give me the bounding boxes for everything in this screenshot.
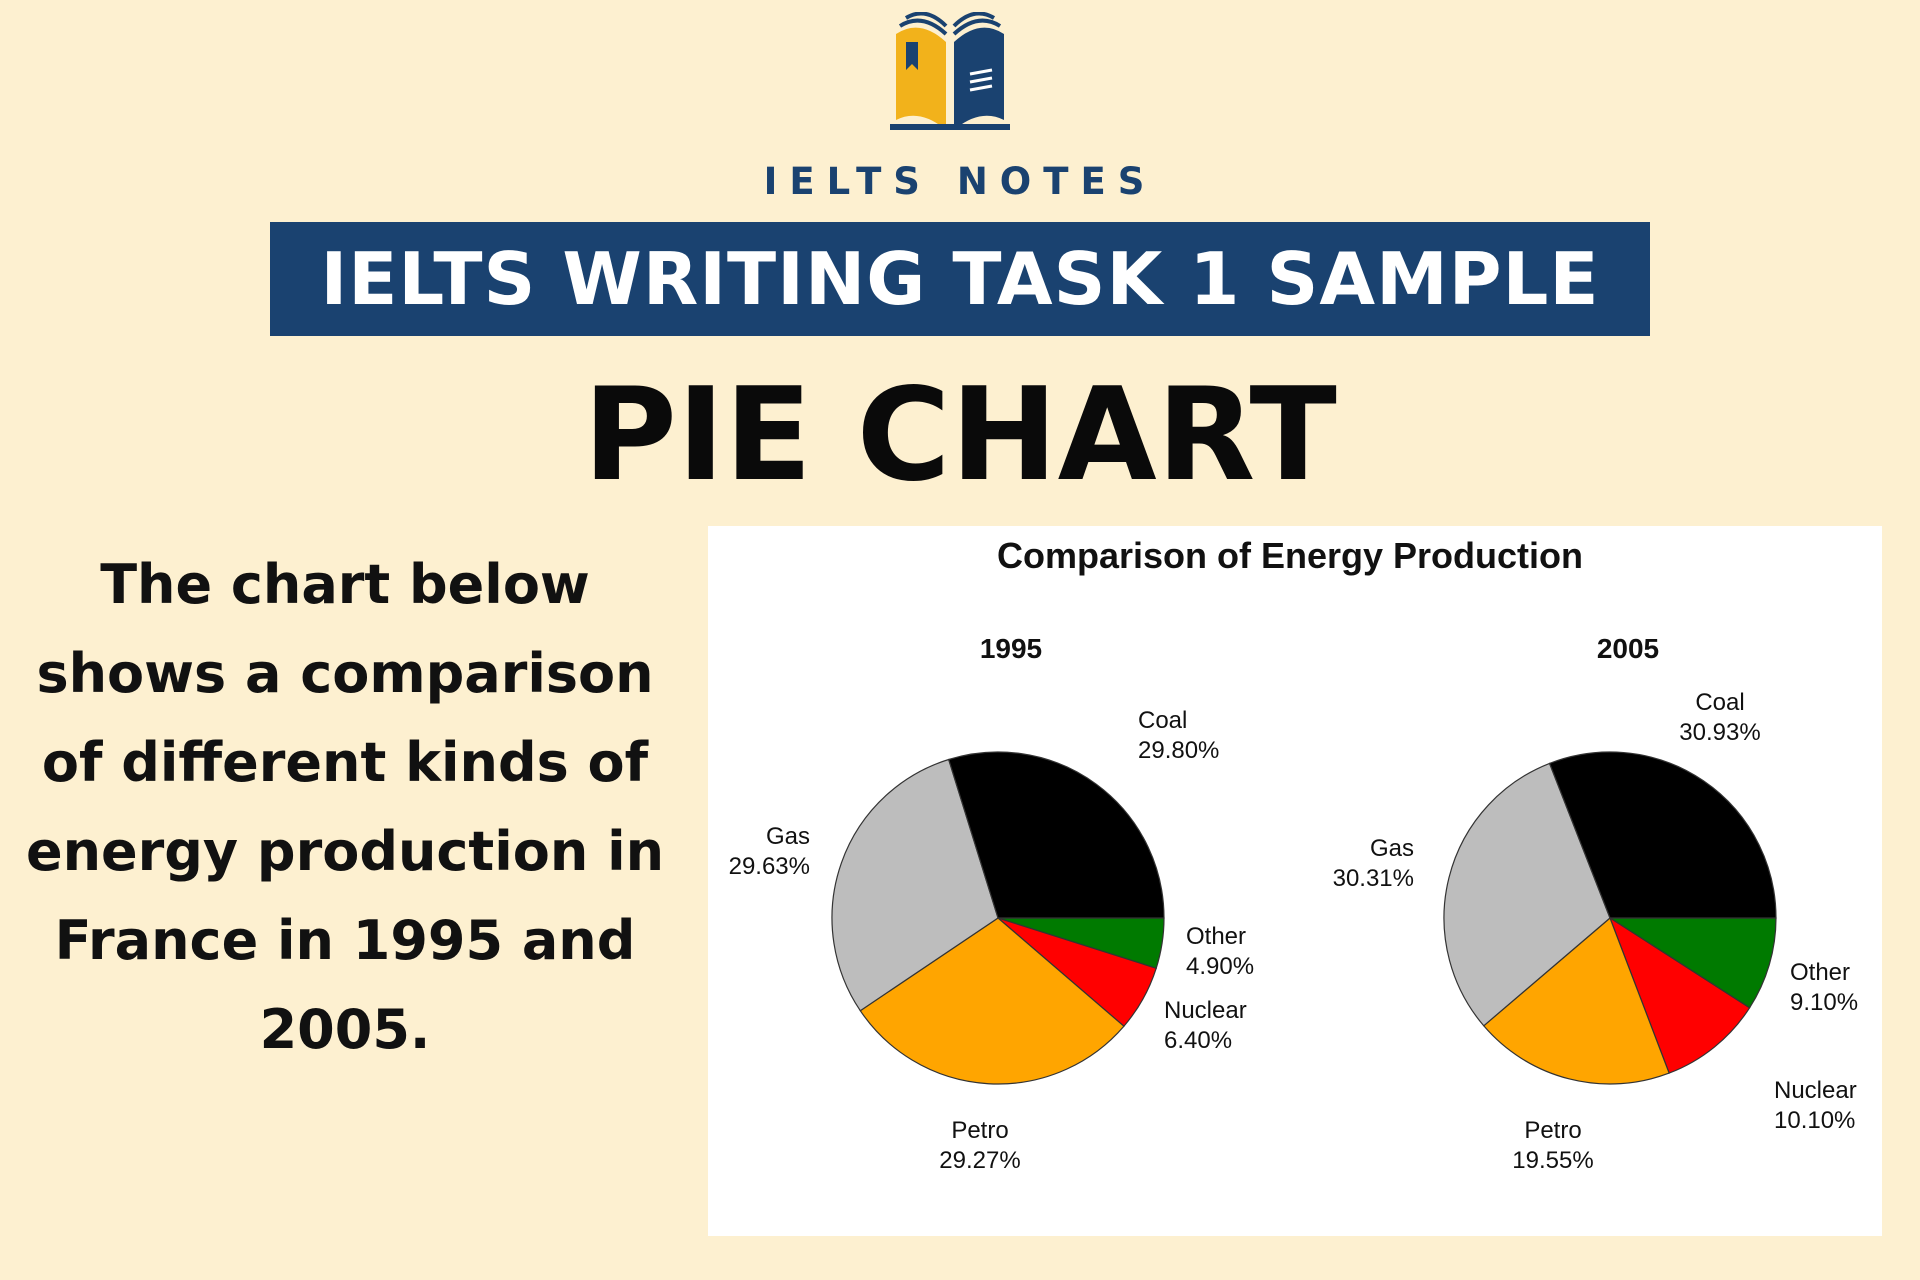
slice-name-2005-petro: Petro: [1524, 1117, 1581, 1144]
pie-slice-1995-petro: [859, 917, 1125, 1085]
pie-label-2005: 2005: [1597, 633, 1659, 664]
slice-value-2005-gas: 30.31%: [1333, 865, 1414, 892]
pie-slice-2005-gas: [1443, 762, 1611, 1027]
pie-chart-svg: Comparison of Energy Production 1995 200…: [729, 535, 1858, 1174]
pie-slice-2005-nuclear: [1608, 916, 1751, 1074]
task-description: The chart below shows a comparison of di…: [25, 553, 665, 1061]
pie-slice-1995-gas: [831, 758, 999, 1012]
slice-value-2005-nuclear: 10.10%: [1774, 1107, 1855, 1134]
slice-value-1995-coal: 29.80%: [1138, 737, 1219, 764]
slice-value-2005-petro: 19.55%: [1512, 1147, 1593, 1174]
slice-name-2005-gas: Gas: [1370, 835, 1414, 862]
slice-name-2005-nuclear: Nuclear: [1774, 1077, 1857, 1104]
brand-name: IELTS NOTES: [763, 160, 1157, 203]
slice-name-1995-coal: Coal: [1138, 707, 1187, 734]
slice-name-1995-petro: Petro: [951, 1117, 1008, 1144]
slice-name-1995-other: Other: [1186, 923, 1246, 950]
slice-name-2005-coal: Coal: [1695, 689, 1744, 716]
chart-title: Comparison of Energy Production: [997, 535, 1583, 576]
chart-card: Comparison of Energy Production 1995 200…: [708, 526, 1882, 1236]
slice-name-2005-other: Other: [1790, 959, 1850, 986]
slice-value-1995-petro: 29.27%: [939, 1147, 1020, 1174]
slice-value-1995-nuclear: 6.40%: [1164, 1027, 1232, 1054]
slice-value-2005-other: 9.10%: [1790, 989, 1858, 1016]
slice-name-1995-gas: Gas: [766, 823, 810, 850]
pie-slice-2005-other: [1607, 917, 1777, 1009]
slice-value-1995-other: 4.90%: [1186, 953, 1254, 980]
pie-slice-1995-coal: [947, 751, 1165, 919]
pie-slice-2005-coal: [1548, 751, 1777, 919]
pie-slice-2005-petro: [1482, 916, 1670, 1085]
page-subtitle: PIE CHART: [583, 361, 1337, 510]
slice-value-2005-coal: 30.93%: [1679, 719, 1760, 746]
slice-name-1995-nuclear: Nuclear: [1164, 997, 1247, 1024]
book-logo-icon: [880, 11, 1020, 148]
banner-title: IELTS WRITING TASK 1 SAMPLE: [270, 222, 1650, 336]
slice-value-1995-gas: 29.63%: [729, 853, 810, 880]
pie-label-1995: 1995: [980, 633, 1042, 664]
